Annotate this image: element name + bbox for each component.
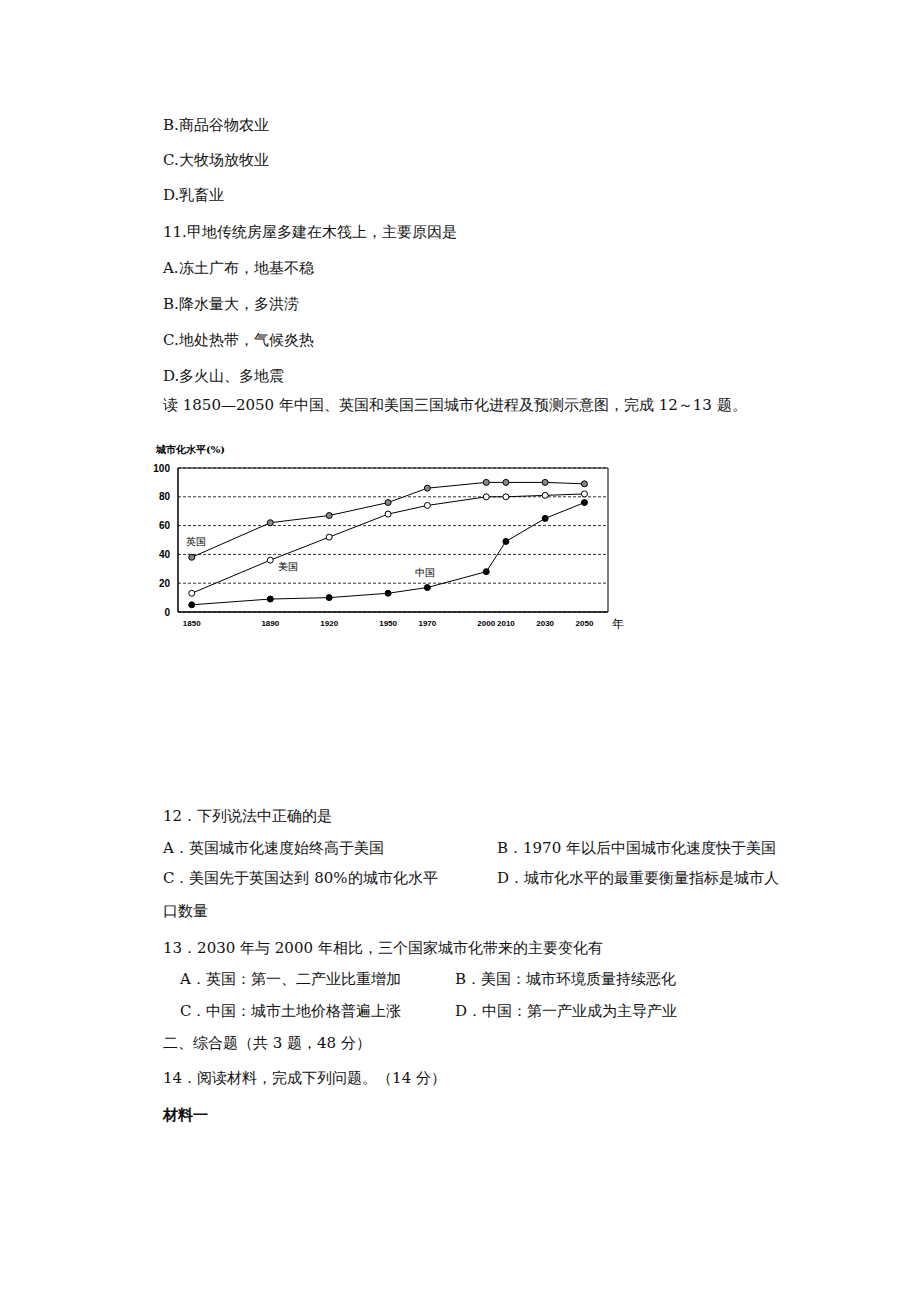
svg-text:0: 0 (164, 607, 170, 618)
html-text:材料一: 材料一 (163, 1106, 208, 1124)
svg-text:1850: 1850 (183, 619, 201, 628)
html-text:A.冻土广布，地基不稳: A.冻土广布，地基不稳 (163, 259, 314, 277)
html-text:12．下列说法中正确的是: 12．下列说法中正确的是 (163, 807, 333, 825)
html-text:11.甲地传统房屋多建在木筏上，主要原因是: 11.甲地传统房屋多建在木筏上，主要原因是 (163, 223, 457, 241)
html-text:13．2030 年与 2000 年相比，三个国家城市化带来的: 13．2030 年与 2000 年相比，三个国家城市化带来的主要变化有 (163, 939, 603, 957)
svg-text:2030: 2030 (536, 619, 554, 628)
html-text:C.地处热带，气候炎热: C.地处热带，气候炎热 (163, 331, 314, 349)
svg-text:1950: 1950 (379, 619, 397, 628)
html-text:D．城市化水平的最重要衡量指标是城市人口数量: D．城市化水平的最重要衡量指标是城市人口数量 (163, 869, 779, 920)
html-text:C.大牧场放牧业: C.大牧场放牧业 (163, 151, 269, 169)
html-text:14．阅读材料，完成下列问题。（14 分）: 14．阅读材料，完成下列问题。（14 分） (163, 1069, 446, 1087)
html-text:D.多火山、多地震: D.多火山、多地震 (163, 367, 285, 385)
html-text:城市化水平(%): 城市化水平(%) (156, 444, 225, 455)
svg-text:2010: 2010 (497, 619, 515, 628)
svg-text:1890: 1890 (261, 619, 279, 628)
html-text:读 1850—2050 年中国、英国和美国三国城市化进程及预: 读 1850—2050 年中国、英国和美国三国城市化进程及预测示意图，完成 12… (163, 396, 747, 414)
svg-text:2050: 2050 (576, 619, 594, 628)
svg-text:80: 80 (159, 491, 171, 502)
html-text:B.商品谷物农业: B.商品谷物农业 (163, 116, 269, 134)
html-text:B．1970 年以后中国城市化速度快于美国: B．1970 年以后中国城市化速度快于美国 (497, 839, 776, 857)
svg-text:中国: 中国 (415, 567, 435, 578)
svg-text:20: 20 (159, 578, 171, 589)
html-text:A．英国城市化速度始终高于美国: A．英国城市化速度始终高于美国 (163, 839, 384, 857)
html-text:D．中国：第一产业成为主导产业: D．中国：第一产业成为主导产业 (455, 1002, 677, 1020)
svg-text:100: 100 (153, 463, 170, 474)
svg-text:英国: 英国 (186, 536, 206, 547)
svg-text:1970: 1970 (418, 619, 436, 628)
html-text:A．英国：第一、二产业比重增加: A．英国：第一、二产业比重增加 (180, 970, 401, 988)
html-text:D.乳畜业: D.乳畜业 (163, 186, 225, 204)
svg-text:2000: 2000 (477, 619, 495, 628)
html-text:C．中国：城市土地价格普遍上涨: C．中国：城市土地价格普遍上涨 (180, 1002, 402, 1020)
html-text:二、综合题（共 3 题，48 分）: 二、综合题（共 3 题，48 分） (163, 1034, 371, 1052)
svg-text:1920: 1920 (320, 619, 338, 628)
svg-text:美国: 美国 (278, 561, 298, 572)
svg-text:60: 60 (159, 520, 171, 531)
html-text:B．美国：城市环境质量持续恶化: B．美国：城市环境质量持续恶化 (455, 970, 676, 988)
html-text:C．美国先于英国达到 80%的城市化水平: C．美国先于英国达到 80%的城市化水平 (163, 869, 438, 887)
svg-text:40: 40 (159, 549, 171, 560)
html-text:B.降水量大，多洪涝: B.降水量大，多洪涝 (163, 295, 299, 313)
html-text:年: 年 (612, 617, 624, 631)
